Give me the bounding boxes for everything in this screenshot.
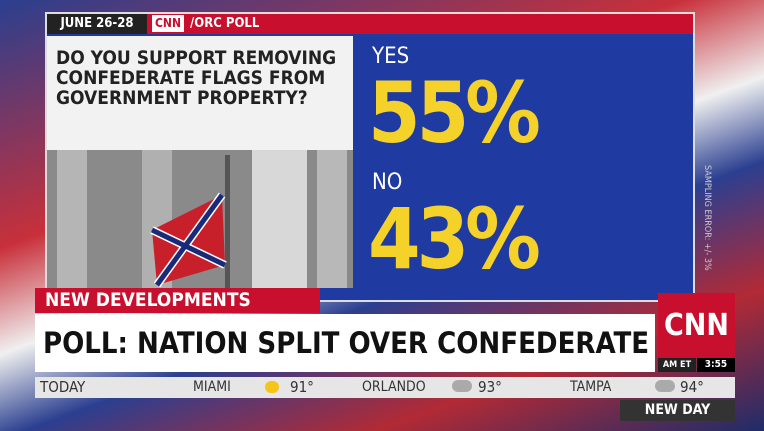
temperature: 93°	[478, 378, 502, 396]
city: MIAMI	[193, 379, 231, 395]
sampling-note: SAMPLING ERROR: +/- 3%	[702, 165, 712, 271]
question-box	[47, 36, 353, 150]
answer-value: 55%	[368, 64, 541, 162]
answer-label: NO	[372, 170, 403, 195]
headline: POLL: NATION SPLIT OVER CONFEDERATE FLAG	[35, 314, 734, 372]
photo	[47, 150, 353, 288]
weather-icon	[452, 380, 472, 392]
weather-icon	[655, 380, 675, 392]
weather-icon	[265, 381, 279, 393]
clock: 3:55	[697, 358, 735, 372]
time-zone: AM ET	[658, 358, 696, 372]
cnn-logo: CNN	[658, 293, 735, 358]
temperature: 91°	[290, 378, 314, 396]
answer-label: YES	[372, 44, 410, 69]
city: ORLANDO	[362, 379, 426, 395]
poll-source: /ORC POLL	[190, 16, 260, 31]
cnn-mini-logo: CNN	[152, 15, 184, 32]
ticker-label: TODAY	[40, 378, 86, 396]
ticker-bar	[35, 377, 735, 398]
show-name: NEW DAY	[620, 400, 735, 421]
temperature: 94°	[680, 378, 704, 396]
city: TAMPA	[570, 379, 612, 395]
poll-question: DO YOU SUPPORT REMOVING CONFEDERATE FLAG…	[56, 47, 337, 109]
answer-value: 43%	[368, 190, 541, 288]
tag-banner: NEW DEVELOPMENTS	[35, 288, 320, 313]
poll-date: JUNE 26-28	[47, 14, 147, 34]
header-bar	[47, 14, 693, 34]
